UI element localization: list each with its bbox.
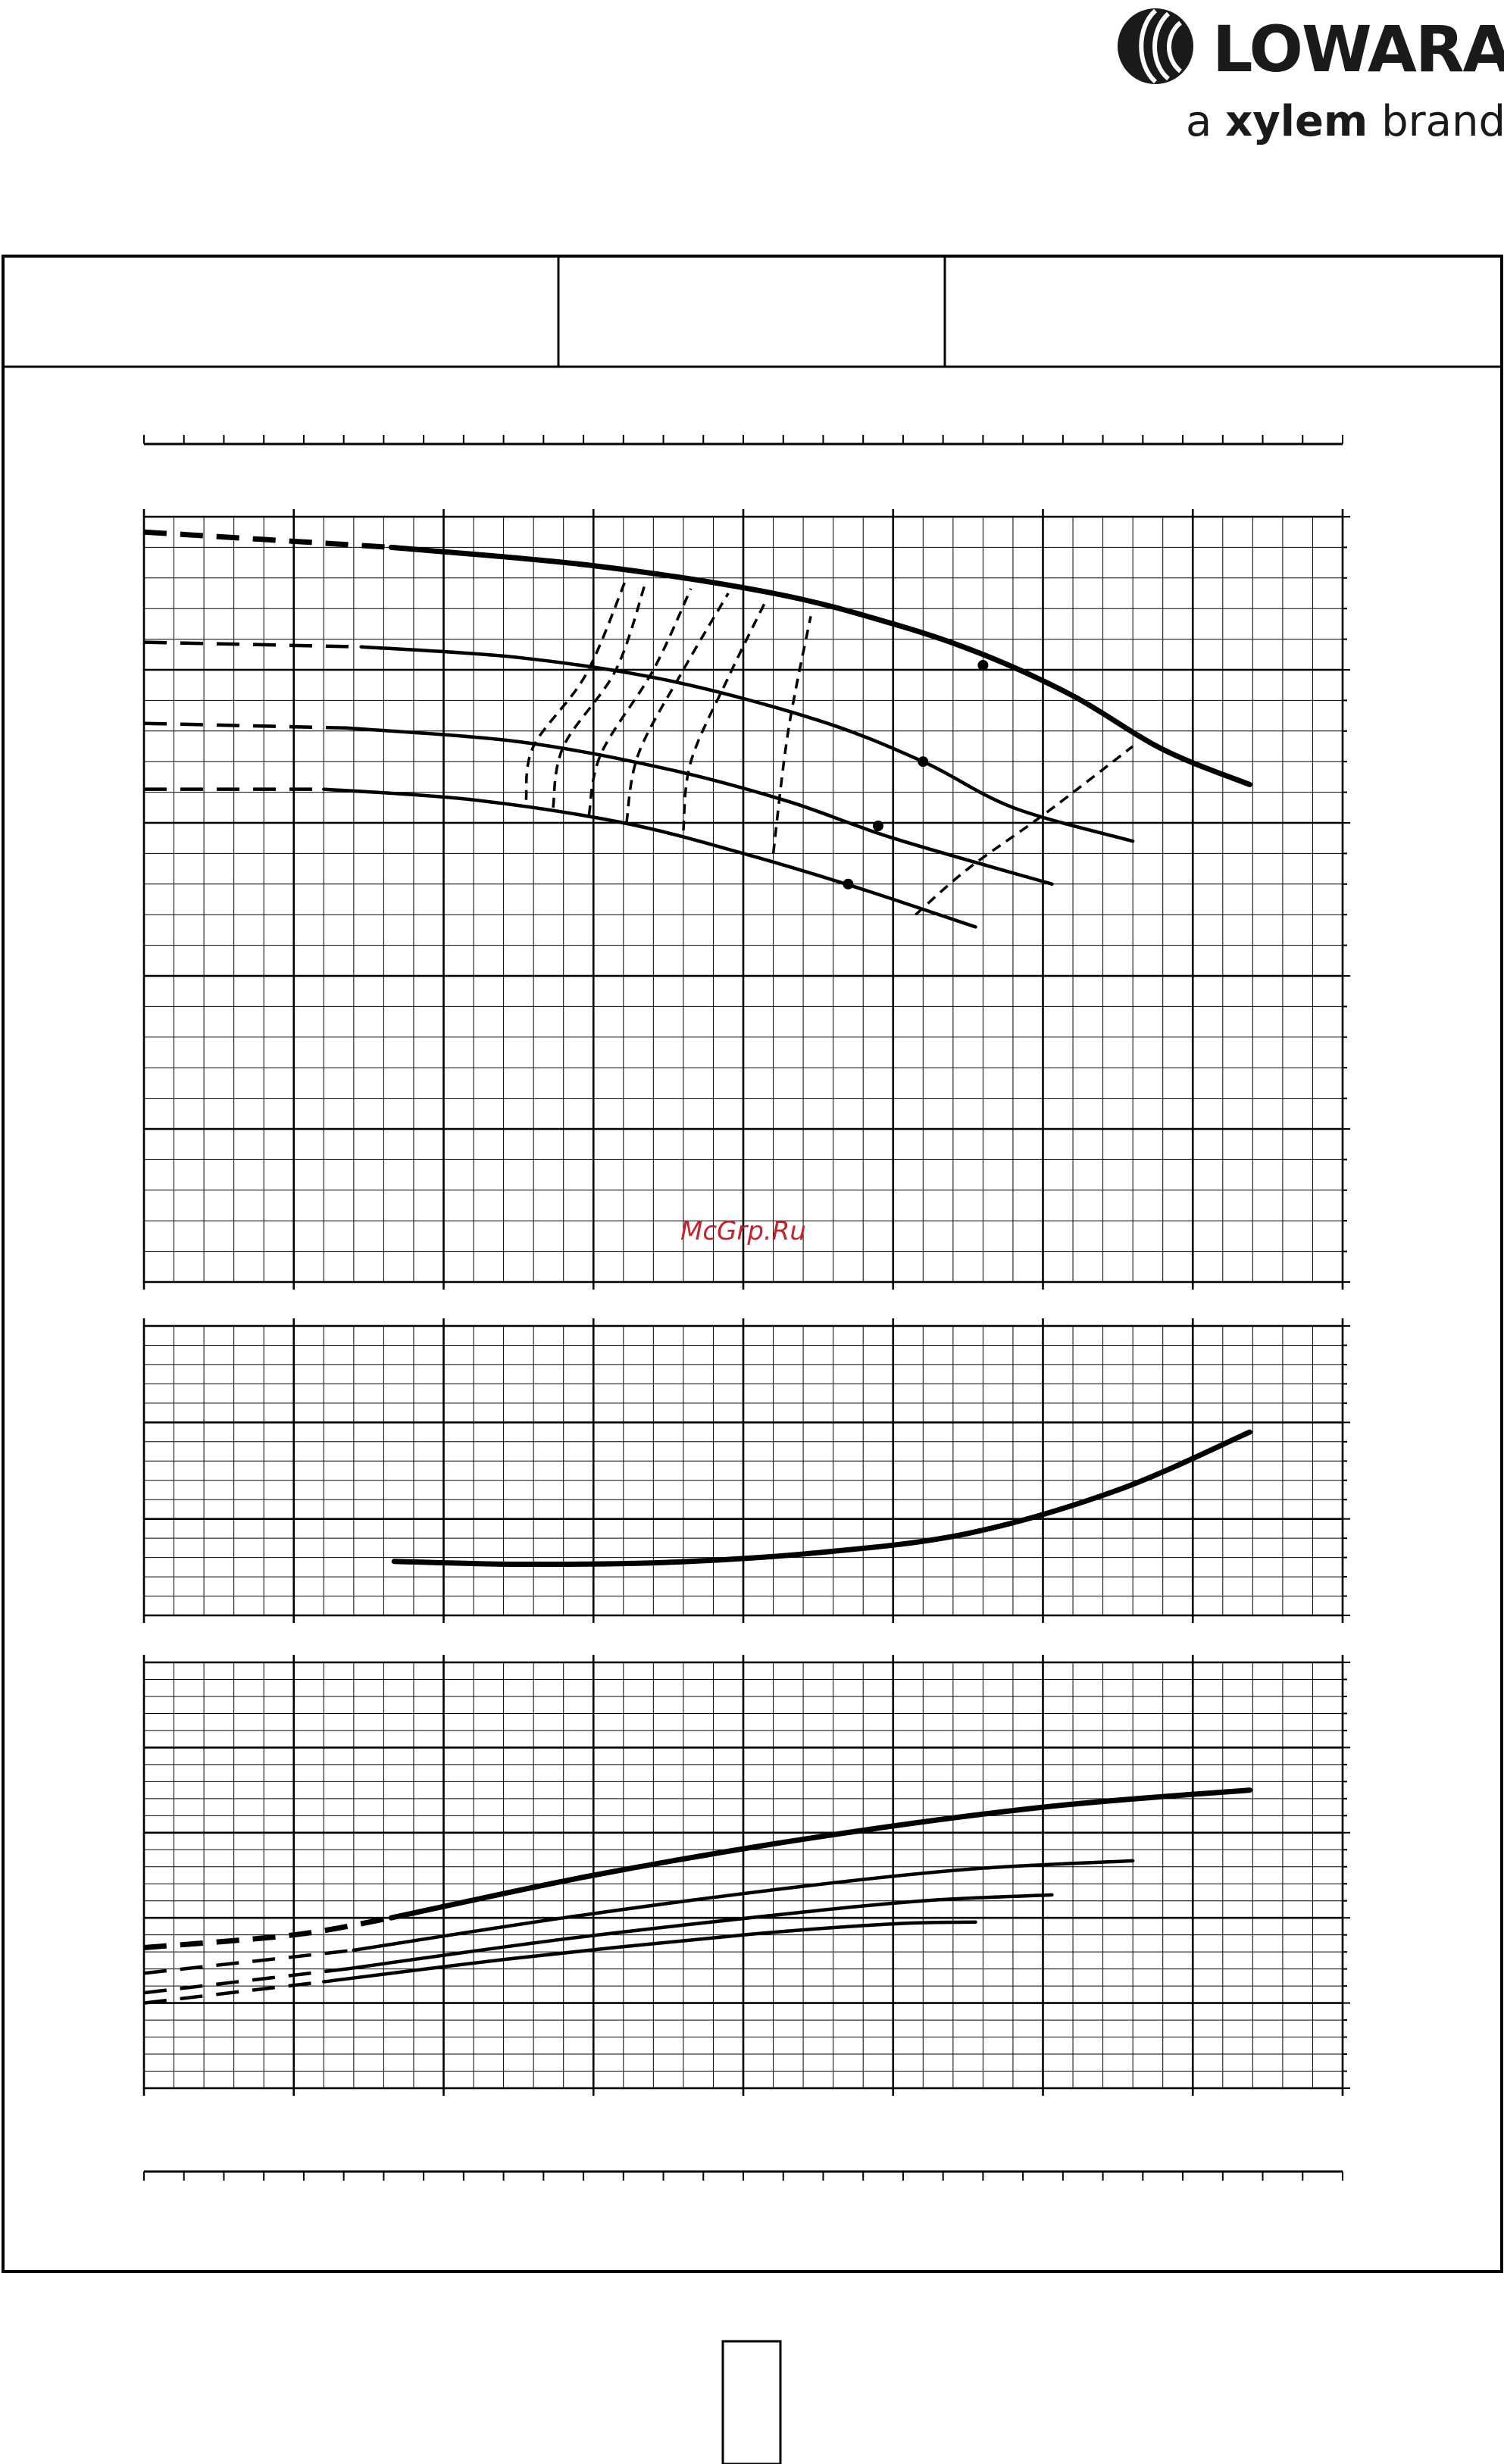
- grid: [142, 1655, 1350, 2096]
- efficiency-curve-1: [391, 1429, 1252, 1568]
- bottom-scale: [143, 2170, 1343, 2181]
- lowara-logo: LOWARA a xylem brand: [1114, 0, 1504, 152]
- logo-tagline: a xylem brand: [1186, 97, 1504, 146]
- npsh-dashed-curve-7: [915, 745, 1134, 916]
- head-curve-1-dashed: [143, 529, 392, 550]
- head-curve-1: [388, 544, 1252, 787]
- logo-wordmark: LOWARA: [1212, 12, 1504, 86]
- watermark-text: McGrp.Ru: [680, 1216, 806, 1246]
- power-curve-1: [388, 1787, 1252, 1921]
- npsh-dashed-curve-5: [682, 600, 768, 831]
- power-curve-3: [344, 1893, 1054, 1971]
- power-curve-4-dashed: [143, 1980, 324, 2005]
- curves: [391, 1429, 1252, 1568]
- power-curve-3-dashed: [143, 1967, 347, 1995]
- sheet-frame: [2, 255, 1503, 2464]
- power-curve-1-dashed: [143, 1915, 392, 1950]
- npsh-dashed-curve-4: [625, 593, 730, 824]
- operating-point-marker-4: [843, 878, 854, 890]
- head-curve-3: [344, 726, 1054, 886]
- npsh-dashed-curve-1: [524, 577, 628, 800]
- power-curve-2: [352, 1859, 1135, 1953]
- power-curve-2-dashed: [143, 1948, 355, 1975]
- head-curve-3-dashed: [143, 721, 347, 730]
- panel-efficiency: [142, 1318, 1350, 1623]
- npsh-dashed-curve-2: [552, 580, 648, 808]
- panel-power: [142, 1655, 1350, 2096]
- frame-border: [2, 255, 1503, 2273]
- page-number-box: [721, 2340, 782, 2464]
- top-scale: [143, 435, 1343, 446]
- npsh-dashed-curve-3: [587, 588, 693, 816]
- curves: [143, 1787, 1252, 2005]
- operating-point-marker-2: [918, 756, 929, 768]
- secondary-scales: [143, 435, 1343, 2181]
- chart-panels: [142, 509, 1350, 2096]
- lowara-swirl-icon: [1118, 8, 1193, 84]
- head-curve-2-dashed: [143, 640, 361, 649]
- panel-head: [142, 509, 1350, 1290]
- grid: [142, 1318, 1350, 1623]
- head-curve-4: [322, 787, 977, 929]
- operating-point-marker-3: [872, 821, 883, 832]
- operating-point-marker-1: [977, 659, 989, 671]
- npsh-dashed-curve-6: [771, 615, 812, 854]
- grid: [142, 509, 1350, 1290]
- curves: [143, 529, 1252, 929]
- power-curve-4: [322, 1920, 977, 1984]
- head-curve-2: [359, 645, 1135, 843]
